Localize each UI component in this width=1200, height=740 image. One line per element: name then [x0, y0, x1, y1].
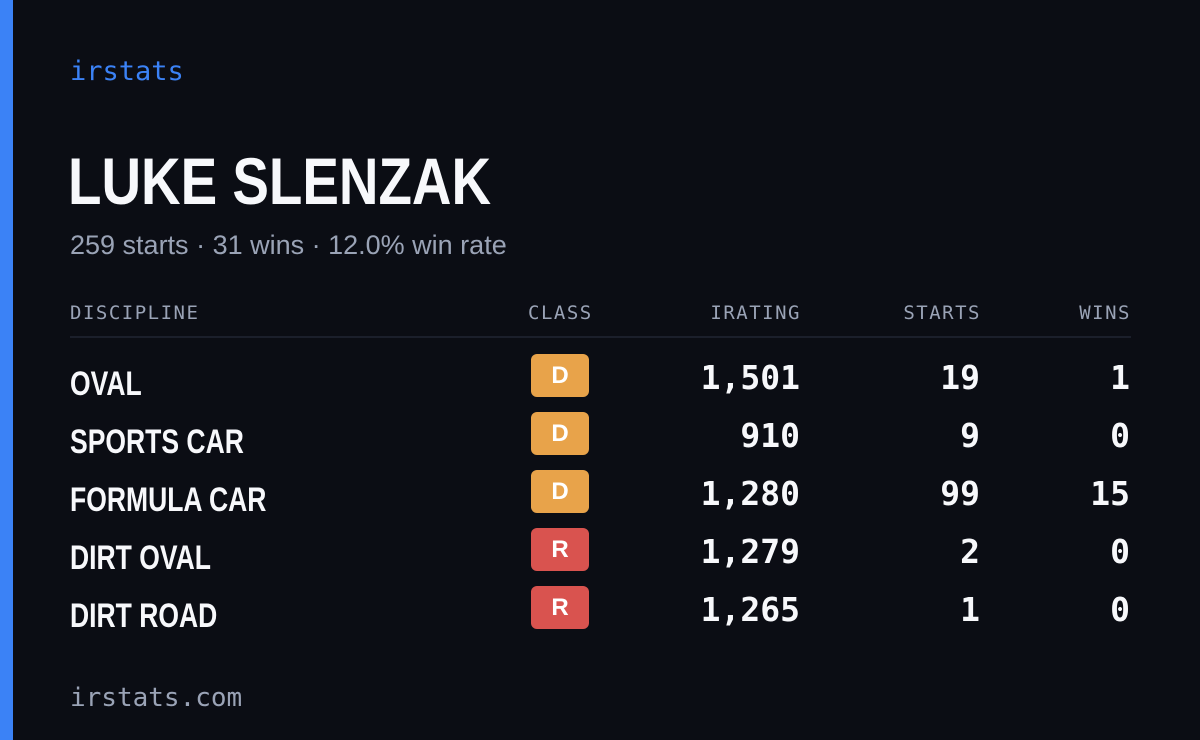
wins-value: 0 [1110, 590, 1130, 629]
discipline-name: DIRT ROAD [70, 597, 218, 635]
starts-value: 2 [960, 532, 980, 571]
irating-value: 910 [740, 416, 800, 455]
starts-value: 19 [940, 358, 980, 397]
class-badge: R [531, 528, 589, 571]
class-badge: D [531, 470, 589, 513]
class-badge: R [531, 586, 589, 629]
irating-value: 1,280 [700, 474, 800, 513]
separator-dot: · [304, 230, 329, 260]
wins-value: 0 [1110, 416, 1130, 455]
irating-value: 1,279 [700, 532, 800, 571]
header-starts: STARTS [903, 302, 981, 324]
discipline-name: SPORTS CAR [70, 423, 244, 461]
wins-value: 1 [1110, 358, 1130, 397]
wins-value: 15 [1090, 474, 1130, 513]
separator-dot: · [188, 230, 213, 260]
starts-value: 9 [960, 416, 980, 455]
class-badge: D [531, 354, 589, 397]
accent-bar [0, 0, 13, 740]
starts-value: 99 [940, 474, 980, 513]
header-irating: IRATING [710, 302, 801, 324]
brand-logo[interactable]: irstats [70, 56, 184, 87]
irating-value: 1,501 [700, 358, 800, 397]
wins-value: 0 [1110, 532, 1130, 571]
wins-summary: 31 wins [212, 230, 305, 260]
header-class: CLASS [528, 302, 593, 324]
table-row: FORMULA CAR D 1,280 99 15 [0, 470, 1200, 528]
starts-value: 1 [960, 590, 980, 629]
footer-url[interactable]: irstats.com [70, 683, 243, 713]
table-row: OVAL D 1,501 19 1 [0, 354, 1200, 412]
header-wins: WINS [1079, 302, 1131, 324]
discipline-name: DIRT OVAL [70, 539, 211, 577]
header-discipline: DISCIPLINE [70, 302, 200, 324]
discipline-name: OVAL [70, 365, 142, 403]
table-row: DIRT OVAL R 1,279 2 0 [0, 528, 1200, 586]
table-row: DIRT ROAD R 1,265 1 0 [0, 586, 1200, 644]
table-row: SPORTS CAR D 910 9 0 [0, 412, 1200, 470]
class-badge: D [531, 412, 589, 455]
irating-value: 1,265 [700, 590, 800, 629]
win-rate-summary: 12.0% win rate [328, 230, 507, 260]
driver-name: LUKE SLENZAK [68, 144, 492, 218]
driver-summary: 259 starts · 31 wins · 12.0% win rate [70, 228, 507, 262]
discipline-name: FORMULA CAR [70, 481, 267, 519]
header-divider [70, 336, 1131, 338]
starts-summary: 259 starts [70, 230, 189, 260]
